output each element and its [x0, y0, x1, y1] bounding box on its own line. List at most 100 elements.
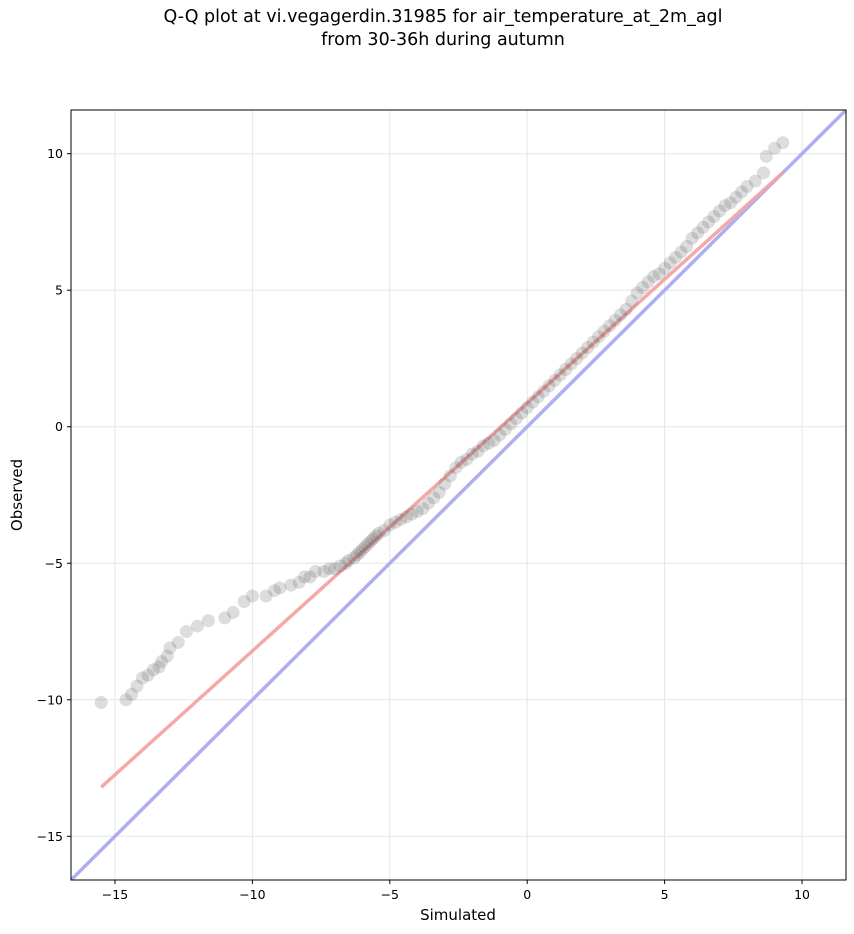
- data-point: [421, 496, 435, 510]
- data-point: [405, 507, 419, 521]
- data-point: [361, 537, 375, 551]
- data-point: [520, 401, 534, 415]
- data-point: [410, 504, 424, 518]
- y-tick-label: 5: [55, 283, 63, 298]
- data-point: [146, 663, 160, 677]
- data-point: [94, 696, 108, 710]
- data-point: [748, 174, 762, 188]
- data-point: [757, 166, 771, 180]
- data-point: [460, 453, 474, 467]
- data-point: [342, 554, 356, 568]
- data-point: [163, 641, 177, 655]
- data-point: [509, 412, 523, 426]
- data-point: [548, 373, 562, 387]
- fit-line: [100, 171, 784, 789]
- data-point: [353, 545, 367, 559]
- data-point: [383, 518, 397, 532]
- data-point: [267, 584, 281, 598]
- y-tick-label: 0: [55, 419, 63, 434]
- data-point: [309, 564, 323, 578]
- data-point: [526, 395, 540, 409]
- x-tick-label: −15: [102, 887, 128, 902]
- data-point: [259, 589, 273, 603]
- data-point: [298, 570, 312, 584]
- data-point: [564, 357, 578, 371]
- data-point: [729, 190, 743, 204]
- data-point: [641, 275, 655, 289]
- data-point: [707, 209, 721, 223]
- data-point: [740, 179, 754, 193]
- data-point: [603, 319, 617, 333]
- data-point: [201, 614, 215, 628]
- chart-title-line-1: Q-Q plot at vi.vegagerdin.31985 for air_…: [163, 7, 723, 27]
- data-point: [141, 668, 155, 682]
- data-point: [377, 523, 391, 537]
- data-point: [465, 447, 479, 461]
- y-tick-label: −10: [37, 692, 63, 707]
- data-point: [190, 619, 204, 633]
- data-point: [691, 226, 705, 240]
- data-point: [333, 559, 347, 573]
- data-point: [399, 510, 413, 524]
- data-point: [515, 406, 529, 420]
- x-tick-label: −10: [239, 887, 265, 902]
- data-point: [454, 455, 468, 469]
- data-point: [636, 280, 650, 294]
- data-point: [179, 625, 193, 639]
- data-point: [284, 578, 298, 592]
- data-point: [647, 270, 661, 284]
- data-point: [652, 267, 666, 281]
- data-point: [427, 491, 441, 505]
- data-point: [438, 477, 452, 491]
- data-point: [124, 687, 138, 701]
- data-point: [759, 149, 773, 163]
- data-point: [372, 526, 386, 540]
- data-point: [358, 540, 372, 554]
- data-point: [674, 245, 688, 259]
- x-tick-label: 5: [661, 887, 669, 902]
- data-point: [292, 575, 306, 589]
- data-point: [432, 485, 446, 499]
- data-point: [531, 390, 545, 404]
- y-tick-label: 10: [47, 146, 63, 161]
- data-point: [663, 256, 677, 270]
- data-point: [339, 556, 353, 570]
- y-tick-label: −5: [45, 556, 63, 571]
- data-point: [537, 384, 551, 398]
- data-point: [155, 655, 169, 669]
- data-point: [328, 562, 342, 576]
- plot-area: [71, 110, 846, 880]
- y-tick-label: −15: [37, 829, 63, 844]
- data-point: [542, 379, 556, 393]
- data-point: [218, 611, 232, 625]
- grid: [71, 110, 846, 880]
- data-point: [482, 436, 496, 450]
- data-point: [394, 513, 408, 527]
- data-point: [718, 199, 732, 213]
- chart-title: Q-Q plot at vi.vegagerdin.31985 for air_…: [0, 6, 854, 52]
- data-point: [273, 581, 287, 595]
- data-point: [152, 660, 166, 674]
- x-tick-label: −5: [381, 887, 399, 902]
- chart-title-line-2: from 30-36h during autumn: [321, 30, 565, 50]
- x-tick-label: 10: [794, 887, 810, 902]
- data-point: [608, 313, 622, 327]
- data-point: [696, 220, 710, 234]
- data-point: [366, 532, 380, 546]
- y-axis-label: Observed: [8, 459, 26, 531]
- data-point: [416, 502, 430, 516]
- data-point: [471, 444, 485, 458]
- data-point: [586, 335, 600, 349]
- data-point: [443, 469, 457, 483]
- data-point: [135, 671, 149, 685]
- data-point: [630, 286, 644, 300]
- identity-line: [71, 110, 846, 880]
- data-point: [355, 543, 369, 557]
- data-point: [592, 330, 606, 344]
- x-tick-label: 0: [523, 887, 531, 902]
- data-point: [735, 185, 749, 199]
- data-point: [171, 635, 185, 649]
- x-axis-label: Simulated: [420, 906, 496, 924]
- data-point: [702, 215, 716, 229]
